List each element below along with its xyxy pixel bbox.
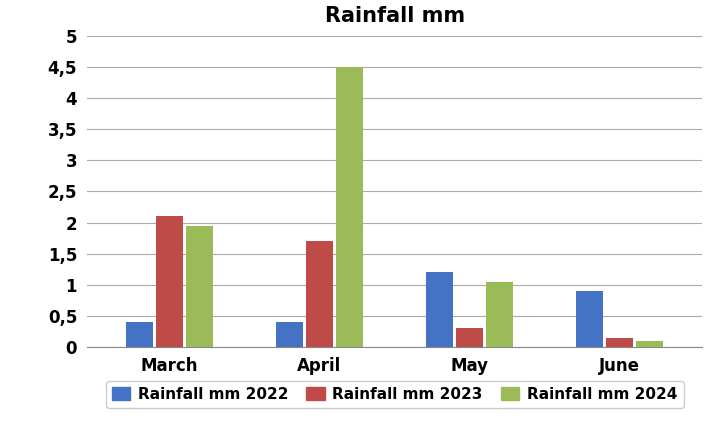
Bar <box>486 282 513 347</box>
Legend: Rainfall mm 2022, Rainfall mm 2023, Rainfall mm 2024: Rainfall mm 2022, Rainfall mm 2023, Rain… <box>106 381 683 408</box>
Bar <box>606 338 634 347</box>
Bar <box>276 322 303 347</box>
Bar <box>336 67 363 347</box>
Bar <box>636 341 663 347</box>
Bar <box>576 291 603 347</box>
Bar <box>156 216 183 347</box>
Title: Rainfall mm: Rainfall mm <box>324 6 465 26</box>
Bar <box>456 328 483 347</box>
Bar <box>126 322 153 347</box>
Bar <box>186 226 213 347</box>
Bar <box>306 241 333 347</box>
Bar <box>426 272 453 347</box>
